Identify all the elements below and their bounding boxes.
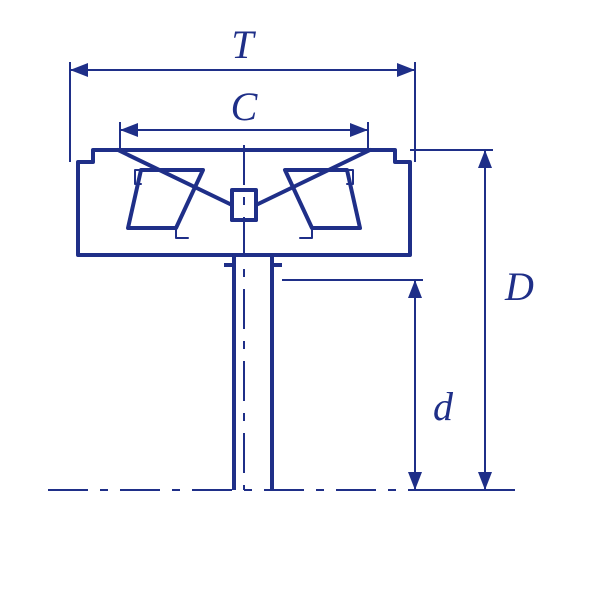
label-T: T bbox=[231, 22, 256, 67]
label-D: D bbox=[504, 264, 534, 309]
label-C: C bbox=[231, 84, 259, 129]
label-d: d bbox=[433, 384, 454, 429]
bearing-cross-section: T C D d bbox=[0, 0, 600, 600]
dimension-labels: T C D d bbox=[231, 22, 534, 429]
bearing-outline bbox=[48, 145, 515, 490]
dimension-lines bbox=[70, 62, 493, 490]
